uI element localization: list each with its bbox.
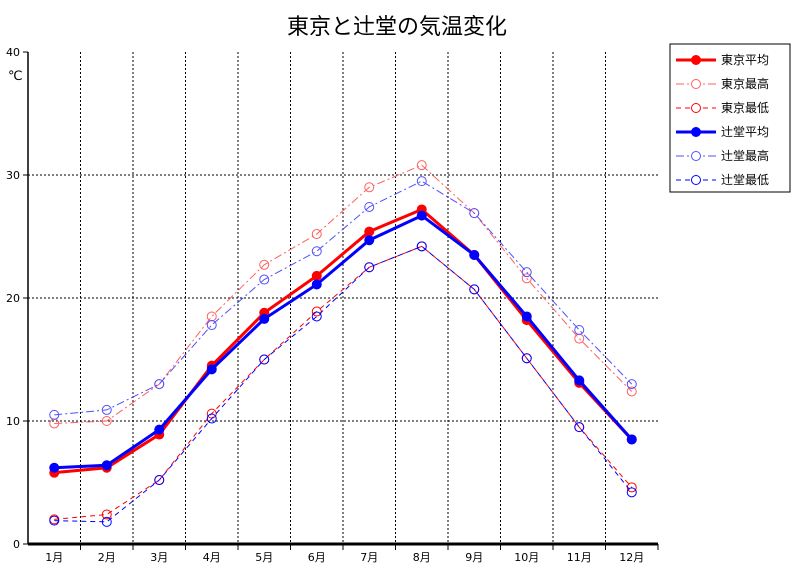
data-point: [49, 462, 60, 473]
data-point: [469, 249, 480, 260]
data-point: [626, 434, 637, 445]
data-point: [574, 333, 585, 344]
data-point: [521, 273, 532, 284]
data-point: [521, 311, 532, 322]
y-tick-label: 0: [13, 538, 20, 551]
data-point: [154, 475, 165, 486]
data-point: [311, 270, 322, 281]
legend-marker: [691, 175, 701, 185]
y-tick-label: 20: [6, 292, 20, 305]
series-line: [54, 245, 633, 523]
data-point: [469, 284, 480, 295]
series-line: [54, 180, 633, 416]
data-point: [101, 404, 112, 415]
data-point: [364, 182, 375, 193]
data-point: [364, 226, 375, 237]
data-point: [311, 246, 322, 257]
x-tick-label: 4月: [203, 551, 221, 564]
series-line: [54, 207, 633, 475]
legend-box: [669, 43, 791, 193]
series-line: [54, 164, 633, 424]
x-tick-label: 11月: [567, 551, 592, 564]
data-point: [206, 413, 217, 424]
x-tick-label: 1月: [45, 551, 63, 564]
legend-marker: [691, 79, 701, 89]
data-point: [311, 311, 322, 322]
data-point: [311, 279, 322, 290]
data-point: [416, 176, 427, 187]
data-point: [206, 320, 217, 331]
data-point: [364, 201, 375, 212]
data-point: [416, 160, 427, 171]
x-tick-label: 9月: [465, 551, 483, 564]
y-tick-label: 40: [6, 46, 20, 59]
data-point: [206, 364, 217, 375]
legend-label: 辻堂最高: [721, 148, 769, 163]
data-point: [626, 386, 637, 397]
legend-label: 辻堂最低: [721, 173, 769, 187]
x-tick-label: 12月: [619, 551, 644, 564]
x-tick-label: 6月: [308, 551, 326, 564]
data-point: [311, 229, 322, 240]
data-point: [521, 267, 532, 278]
data-point: [154, 424, 165, 435]
series-辻堂平均: [49, 210, 637, 473]
legend-label: 東京平均: [721, 53, 769, 67]
data-point: [101, 509, 112, 520]
series-line: [54, 245, 633, 520]
data-point: [469, 208, 480, 219]
y-tick-label: 30: [6, 169, 20, 182]
data-point: [364, 235, 375, 246]
data-point: [101, 460, 112, 471]
legend-marker: [691, 103, 701, 113]
data-point: [364, 262, 375, 273]
data-point: [259, 274, 270, 285]
x-tick-label: 2月: [98, 551, 116, 564]
data-point: [311, 306, 322, 317]
legend-label: 辻堂平均: [721, 125, 769, 139]
series-辻堂最高: [49, 176, 637, 420]
legend-label: 東京最高: [721, 76, 769, 91]
data-point: [521, 353, 532, 364]
data-point: [259, 259, 270, 270]
series-line: [54, 213, 633, 470]
data-point: [626, 379, 637, 390]
data-point: [416, 210, 427, 221]
data-point: [574, 422, 585, 433]
data-point: [49, 409, 60, 420]
data-point: [206, 311, 217, 322]
legend-marker: [691, 55, 701, 65]
legend-label: 東京最低: [721, 101, 769, 115]
x-tick-label: 3月: [150, 551, 168, 564]
x-tick-label: 10月: [514, 551, 539, 564]
legend-marker: [691, 127, 701, 137]
chart-title: 東京と辻堂の気温変化: [287, 15, 507, 40]
data-point: [574, 324, 585, 335]
data-point: [416, 241, 427, 252]
data-point: [101, 416, 112, 426]
data-point: [259, 313, 270, 324]
legend-marker: [691, 151, 701, 161]
y-axis-label: ℃: [8, 69, 23, 84]
data-point: [101, 516, 112, 527]
y-tick-label: 10: [6, 415, 20, 428]
data-point: [259, 354, 270, 365]
x-tick-label: 7月: [360, 551, 378, 564]
data-point: [574, 375, 585, 386]
x-tick-label: 8月: [413, 551, 431, 564]
data-point: [49, 515, 60, 526]
data-point: [626, 487, 637, 498]
data-point: [154, 379, 165, 390]
x-tick-label: 5月: [255, 551, 273, 564]
series-辻堂最低: [49, 241, 637, 527]
